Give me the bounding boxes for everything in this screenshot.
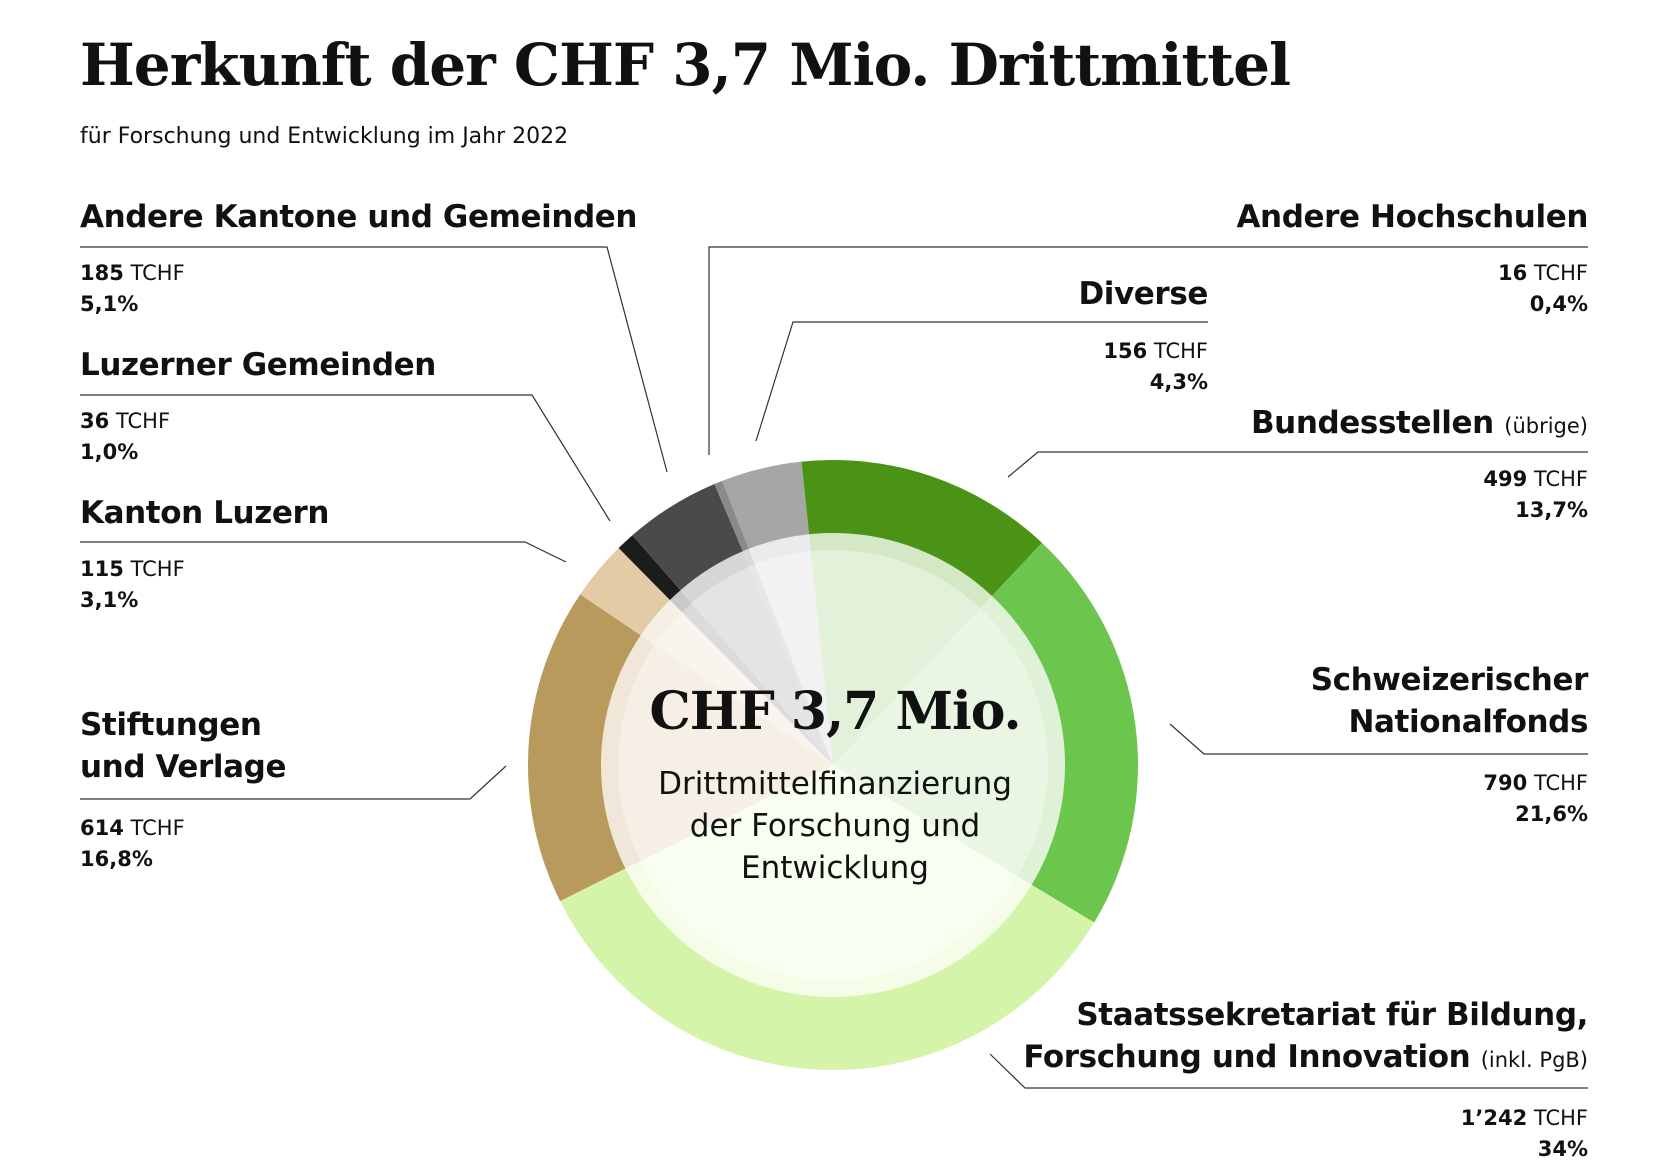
label-kanton-luzern: Kanton Luzern: [80, 492, 329, 534]
label-line: Andere Hochschulen: [1236, 199, 1588, 235]
inner-slice-diverse: [748, 534, 833, 765]
label-line: Nationalfonds: [1348, 704, 1588, 740]
label-line: Diverse: [1078, 276, 1208, 312]
label-stiftungen: Stiftungen und Verlage: [80, 704, 286, 788]
leader-line-sbfi: [989, 1053, 1588, 1089]
label-snf: Schweizerischer Nationalfonds: [1310, 659, 1589, 743]
value-unit: TCHF: [1527, 467, 1588, 491]
value-bundesstellen: 499 TCHF 13,7%: [1483, 464, 1588, 526]
chart-title: Herkunft der CHF 3,7 Mio. Drittmittel: [80, 31, 1291, 99]
ring-slice-snf: [991, 542, 1138, 923]
label-line: Luzerner Gemeinden: [80, 347, 436, 383]
ring-slice-bundesstellen: [801, 460, 1042, 597]
inner-slice-kanton-luzern: [640, 599, 833, 765]
label-note: (übrige): [1504, 414, 1588, 438]
inner-slice-snf: [833, 596, 1065, 885]
leader-line-andere-kantone: [80, 246, 668, 473]
label-note: (inkl. PgB): [1480, 1048, 1588, 1072]
inner-slice-stiftungen: [600, 635, 833, 869]
label-diverse: Diverse: [1078, 273, 1208, 315]
inner-slice-bundesstellen: [809, 533, 992, 765]
label-line: Schweizerischer: [1310, 662, 1589, 698]
value-amount: 499: [1483, 467, 1528, 491]
ring-slice-diverse: [722, 461, 810, 549]
chart-subtitle: für Forschung und Entwicklung im Jahr 20…: [80, 124, 569, 149]
value-percent: 34%: [1537, 1137, 1588, 1161]
ring-slice-kanton-luzern: [580, 548, 670, 636]
value-unit: TCHF: [1527, 261, 1588, 285]
value-amount: 1’242: [1460, 1106, 1528, 1130]
leader-line-luzerner-gemeinden: [80, 394, 611, 522]
leader-line-stiftungen: [80, 765, 507, 800]
inner-slice-luzerner-gemeinden: [669, 590, 833, 765]
value-stiftungen: 614 TCHF 16,8%: [80, 813, 185, 875]
ring-slice-andere-hochschulen: [714, 480, 749, 552]
value-andere-kantone: 185 TCHF 5,1%: [80, 258, 185, 320]
value-andere-hochschulen: 16 TCHF 0,4%: [1498, 258, 1588, 320]
leader-line-diverse: [755, 321, 1208, 442]
value-percent: 3,1%: [80, 588, 139, 612]
label-line: Forschung und Innovation (inkl. PgB): [1023, 1039, 1588, 1075]
center-disc: [618, 550, 1048, 980]
inner-slice-andere-kantone: [680, 551, 833, 765]
ring-slice-stiftungen: [528, 594, 641, 902]
leader-line-kanton-luzern: [80, 541, 567, 563]
value-luzerner-gemeinden: 36 TCHF 1,0%: [80, 406, 170, 468]
value-percent: 4,3%: [1149, 370, 1208, 394]
label-luzerner-gemeinden: Luzerner Gemeinden: [80, 344, 436, 386]
value-percent: 0,4%: [1529, 292, 1588, 316]
label-line: Andere Kantone und Gemeinden: [80, 199, 638, 235]
value-unit: TCHF: [123, 261, 185, 285]
value-amount: 156: [1103, 339, 1148, 363]
label-line: Staatssekretariat für Bildung,: [1076, 997, 1588, 1033]
value-unit: TCHF: [1527, 1106, 1588, 1130]
inner-slice-sbfi: [625, 765, 1032, 997]
value-unit: TCHF: [123, 557, 185, 581]
label-line: Bundesstellen (übrige): [1250, 405, 1588, 441]
value-amount: 36: [80, 409, 110, 433]
value-unit: TCHF: [109, 409, 171, 433]
center-description-line: Entwicklung: [741, 850, 929, 886]
ring-slice-sbfi: [560, 868, 1095, 1070]
value-unit: TCHF: [1527, 771, 1588, 795]
center-description-line: der Forschung und: [689, 808, 981, 844]
value-amount: 16: [1497, 261, 1528, 285]
center-total: CHF 3,7 Mio.: [649, 681, 1021, 742]
leader-line-snf: [1169, 723, 1588, 755]
value-unit: TCHF: [123, 816, 185, 840]
value-snf: 790 TCHF 21,6%: [1483, 768, 1588, 830]
inner-slice-andere-hochschulen: [742, 548, 833, 765]
label-line: Kanton Luzern: [80, 495, 330, 531]
label-andere-hochschulen: Andere Hochschulen: [1236, 196, 1588, 238]
label-line: und Verlage: [80, 749, 287, 785]
center-description: Drittmittelfinanzierung der Forschung und…: [575, 763, 1095, 889]
leader-line-andere-hochschulen: [708, 246, 1588, 455]
label-line: Stiftungen: [80, 707, 262, 743]
value-kanton-luzern: 115 TCHF 3,1%: [80, 554, 185, 616]
value-percent: 16,8%: [80, 847, 153, 871]
value-sbfi: 1’242 TCHF 34%: [1461, 1103, 1588, 1165]
ring-slice-andere-kantone: [632, 483, 743, 591]
value-percent: 5,1%: [80, 292, 139, 316]
ring-slice-luzerner-gemeinden: [618, 535, 681, 600]
value-percent: 21,6%: [1515, 802, 1588, 826]
label-andere-kantone: Andere Kantone und Gemeinden: [80, 196, 637, 238]
value-percent: 13,7%: [1515, 498, 1588, 522]
label-sbfi: Staatssekretariat für Bildung, Forschung …: [1023, 994, 1588, 1081]
leader-line-bundesstellen: [1007, 451, 1588, 478]
value-amount: 614: [80, 816, 124, 840]
value-amount: 185: [80, 261, 124, 285]
label-bundesstellen: Bundesstellen (übrige): [1251, 402, 1588, 447]
value-diverse: 156 TCHF 4,3%: [1103, 336, 1208, 398]
value-amount: 115: [80, 557, 124, 581]
center-description-line: Drittmittelfinanzierung: [658, 766, 1012, 802]
value-percent: 1,0%: [80, 440, 139, 464]
value-amount: 790: [1483, 771, 1528, 795]
value-unit: TCHF: [1147, 339, 1208, 363]
